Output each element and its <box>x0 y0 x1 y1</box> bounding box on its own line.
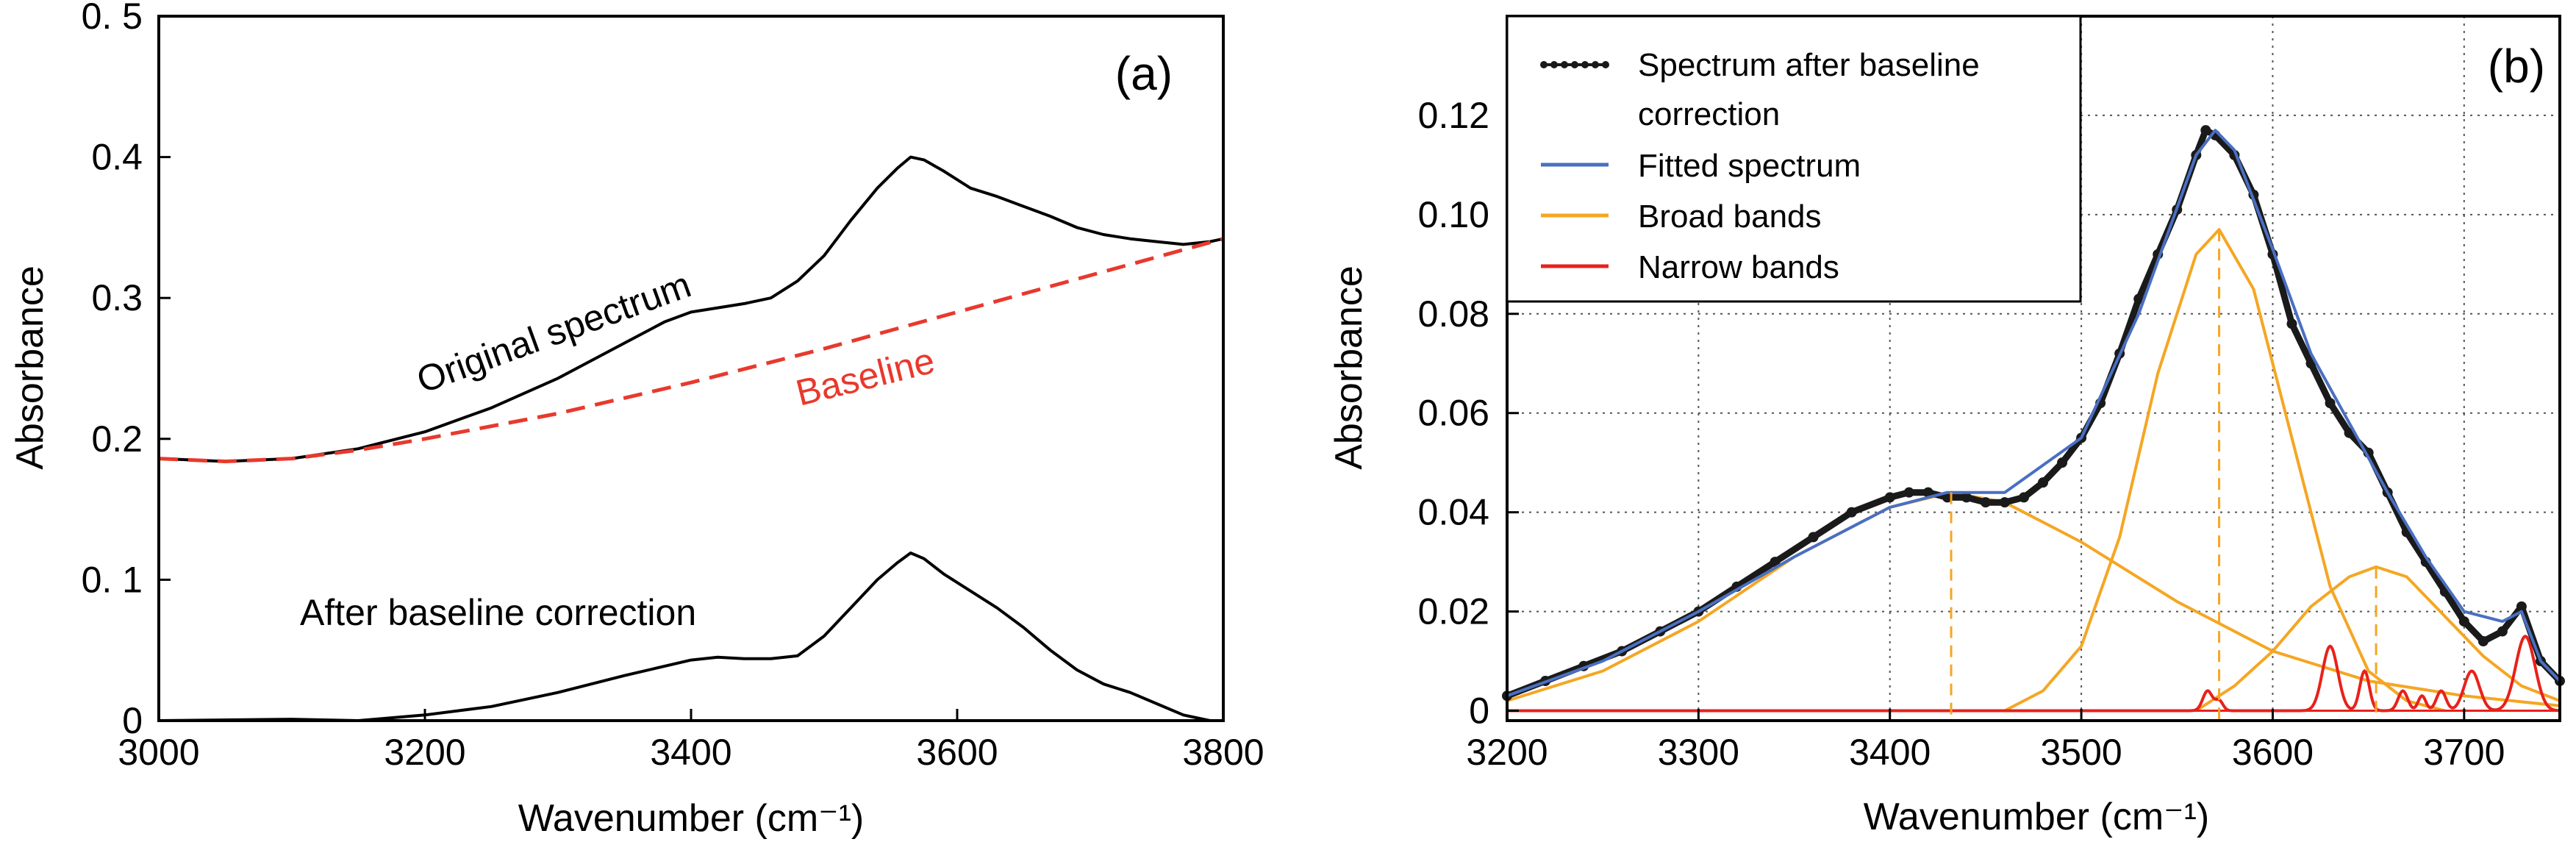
y-tick-label: 0. 5 <box>82 0 143 37</box>
panel-b-x-axis-label: Wavenumber (cm⁻¹) <box>1864 796 2209 838</box>
legend-label-spectrum-line2: correction <box>1638 96 1780 132</box>
x-tick-label: 3200 <box>384 732 465 773</box>
y-tick-label: 0.10 <box>1418 194 1489 235</box>
panel-a-y-ticks: 0 0. 1 0.2 0.3 0.4 0. 5 <box>82 0 171 741</box>
series-original-spectrum <box>158 155 1224 463</box>
spectrum-point <box>2325 398 2336 409</box>
panel-a-y-axis-label: Absorbance <box>9 265 51 470</box>
spectrum-point <box>1884 492 1895 503</box>
panel-b-legend: Spectrum after baseline correction Fitte… <box>1506 15 2082 303</box>
spectrum-point <box>2200 125 2211 136</box>
series-after-baseline-correction <box>158 552 1223 722</box>
spectrum-point <box>2057 457 2068 468</box>
spectrum-point <box>2497 626 2508 637</box>
annotation-after-baseline-correction: After baseline correction <box>300 592 696 633</box>
panel-b-x-ticks: 3200 3300 3400 3500 3600 3700 <box>1466 709 2505 773</box>
legend-swatch-spectrum <box>1540 61 1609 68</box>
spectrum-point <box>1903 487 1914 498</box>
panel-b-label: (b) <box>2488 40 2545 93</box>
legend-label-spectrum-line1: Spectrum after baseline <box>1638 47 1980 83</box>
spectrum-point <box>2458 616 2469 627</box>
legend-label-fitted: Fitted spectrum <box>1638 148 1861 184</box>
x-tick-label: 3400 <box>1849 732 1931 773</box>
spectrum-point <box>2516 601 2527 612</box>
x-tick-label: 3200 <box>1466 732 1548 773</box>
y-tick-label: 0 <box>1469 690 1489 732</box>
series-narrow-bands <box>1507 635 2561 713</box>
series-fitted-spectrum <box>1506 129 2561 698</box>
series-spectrum-after-baseline-correction <box>1502 125 2565 702</box>
spectrum-point <box>2018 492 2029 503</box>
spectrum-point <box>1942 492 1953 503</box>
y-tick-label: 0.3 <box>91 277 143 318</box>
y-tick-label: 0.04 <box>1418 492 1489 533</box>
spectrum-point <box>1961 492 1972 503</box>
x-tick-label: 3000 <box>118 732 199 773</box>
panel-b-y-ticks: 0 0.02 0.04 0.06 0.08 0.10 0.12 <box>1418 95 1519 732</box>
y-tick-label: 0. 1 <box>82 559 143 600</box>
series-baseline <box>158 237 1224 463</box>
panel-b-series-layer <box>1502 125 2565 713</box>
y-tick-label: 0.08 <box>1418 293 1489 335</box>
panel-b-y-axis-label: Absorbance <box>1328 265 1370 470</box>
spectrum-point <box>1999 497 2010 508</box>
spectrum-point <box>2038 477 2049 488</box>
legend-label-broad: Broad bands <box>1638 199 1822 235</box>
panel-a-series-layer <box>158 155 1224 722</box>
x-tick-label: 3600 <box>2232 732 2314 773</box>
x-tick-label: 3400 <box>650 732 731 773</box>
panel-a-label: (a) <box>1115 47 1173 100</box>
spectrum-point <box>1980 497 1991 508</box>
spectrum-point <box>2286 318 2297 329</box>
spectrum-point <box>1808 532 1819 543</box>
panel-a-x-axis-label: Wavenumber (cm⁻¹) <box>518 797 864 840</box>
spectrum-point <box>1922 487 1933 498</box>
spectrum-point <box>1770 557 1781 568</box>
x-tick-label: 3700 <box>2423 732 2505 773</box>
panel-a: 3000 3200 3400 3600 3800 00. 10.20.30.40. 5 … <box>9 0 1264 840</box>
x-tick-label: 3800 <box>1182 732 1264 773</box>
panel-a-x-ticks: 3000 3200 3400 3600 3800 <box>118 709 1264 773</box>
panel-b: 3200 3300 3400 3500 3600 3700 0 0.02 0.04 0.06 0.… <box>1328 15 2565 838</box>
panel-b-peak-markers <box>1950 229 2378 721</box>
x-tick-label: 3500 <box>2040 732 2122 773</box>
annotation-baseline: Baseline <box>792 340 939 414</box>
spectrum-point <box>2477 636 2489 647</box>
y-tick-label: 0.02 <box>1418 591 1489 632</box>
spectrum-point <box>1846 507 1857 518</box>
y-tick-label: 0 <box>122 700 143 741</box>
legend-label-narrow: Narrow bands <box>1638 249 1839 285</box>
y-tick-label: 0.12 <box>1418 95 1489 136</box>
y-tick-label: 0.2 <box>91 418 143 460</box>
y-tick-label: 0.4 <box>91 137 143 178</box>
y-tick-label: 0.06 <box>1418 393 1489 434</box>
x-tick-label: 3300 <box>1658 732 1739 773</box>
spectrum-point <box>2133 293 2144 304</box>
x-tick-label: 3600 <box>916 732 998 773</box>
